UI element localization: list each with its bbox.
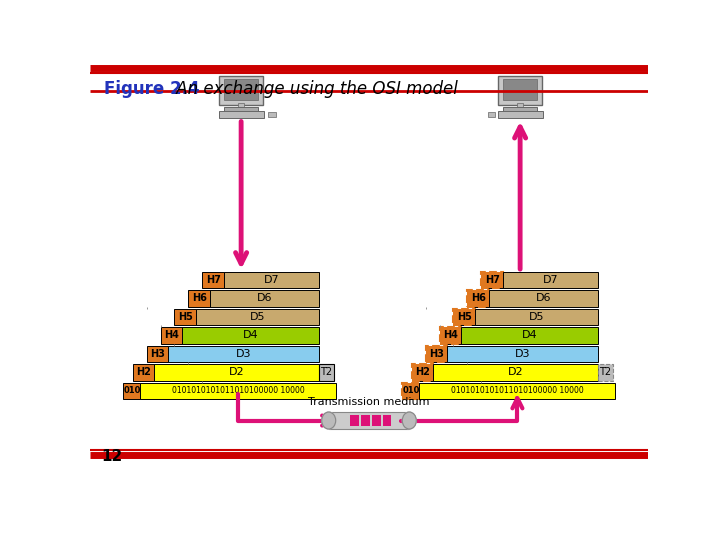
FancyBboxPatch shape xyxy=(419,383,616,399)
FancyBboxPatch shape xyxy=(489,291,598,307)
FancyBboxPatch shape xyxy=(329,412,409,429)
FancyBboxPatch shape xyxy=(447,346,598,362)
Text: 010: 010 xyxy=(402,387,420,395)
Ellipse shape xyxy=(322,412,336,429)
Text: D2: D2 xyxy=(508,367,523,377)
FancyBboxPatch shape xyxy=(503,107,537,112)
FancyBboxPatch shape xyxy=(238,103,244,108)
Text: H3: H3 xyxy=(150,349,165,359)
FancyBboxPatch shape xyxy=(498,111,544,118)
FancyBboxPatch shape xyxy=(517,103,523,108)
Text: An exchange using the OSI model: An exchange using the OSI model xyxy=(171,80,457,98)
FancyBboxPatch shape xyxy=(462,327,598,343)
FancyBboxPatch shape xyxy=(498,76,542,105)
Text: Figure 2.4: Figure 2.4 xyxy=(104,80,199,98)
Text: D3: D3 xyxy=(515,349,530,359)
FancyBboxPatch shape xyxy=(426,346,447,362)
FancyBboxPatch shape xyxy=(475,309,598,325)
Text: H6: H6 xyxy=(192,294,207,303)
FancyBboxPatch shape xyxy=(454,309,475,325)
FancyBboxPatch shape xyxy=(467,291,489,307)
FancyBboxPatch shape xyxy=(383,415,392,426)
Text: H7: H7 xyxy=(206,275,220,285)
Text: 0101010101011010100000 10000: 0101010101011010100000 10000 xyxy=(172,387,305,395)
Text: T2: T2 xyxy=(599,367,611,377)
FancyBboxPatch shape xyxy=(123,383,140,399)
FancyBboxPatch shape xyxy=(412,364,433,381)
FancyBboxPatch shape xyxy=(487,112,495,117)
Text: D6: D6 xyxy=(256,294,272,303)
Text: H4: H4 xyxy=(443,330,458,340)
FancyBboxPatch shape xyxy=(454,309,475,325)
FancyBboxPatch shape xyxy=(154,364,319,381)
FancyBboxPatch shape xyxy=(140,383,336,399)
Text: T2: T2 xyxy=(320,367,333,377)
FancyBboxPatch shape xyxy=(132,364,154,381)
FancyBboxPatch shape xyxy=(174,309,196,325)
Text: D4: D4 xyxy=(521,330,537,340)
Text: H5: H5 xyxy=(178,312,193,322)
FancyBboxPatch shape xyxy=(147,346,168,362)
FancyBboxPatch shape xyxy=(220,76,263,105)
FancyBboxPatch shape xyxy=(168,346,319,362)
Text: H6: H6 xyxy=(471,294,486,303)
Text: D4: D4 xyxy=(243,330,258,340)
FancyBboxPatch shape xyxy=(182,327,319,343)
FancyBboxPatch shape xyxy=(503,272,598,288)
FancyBboxPatch shape xyxy=(482,272,503,288)
Text: D7: D7 xyxy=(543,275,558,285)
FancyBboxPatch shape xyxy=(224,107,258,112)
FancyBboxPatch shape xyxy=(224,272,319,288)
FancyBboxPatch shape xyxy=(196,309,319,325)
Text: H2: H2 xyxy=(136,367,151,377)
FancyBboxPatch shape xyxy=(467,291,489,307)
Text: D7: D7 xyxy=(264,275,279,285)
Text: D2: D2 xyxy=(229,367,244,377)
FancyBboxPatch shape xyxy=(189,291,210,307)
FancyBboxPatch shape xyxy=(412,364,433,381)
Text: H4: H4 xyxy=(164,330,179,340)
FancyBboxPatch shape xyxy=(598,364,613,381)
Text: D5: D5 xyxy=(528,312,544,322)
Text: H7: H7 xyxy=(485,275,500,285)
Text: H2: H2 xyxy=(415,367,430,377)
Text: H5: H5 xyxy=(457,312,472,322)
FancyBboxPatch shape xyxy=(433,364,598,381)
FancyBboxPatch shape xyxy=(220,111,264,118)
Text: H3: H3 xyxy=(429,349,444,359)
FancyBboxPatch shape xyxy=(439,327,462,343)
Text: Transmission medium: Transmission medium xyxy=(308,397,430,407)
FancyBboxPatch shape xyxy=(439,327,462,343)
Text: D5: D5 xyxy=(250,312,265,322)
FancyBboxPatch shape xyxy=(319,364,334,381)
FancyBboxPatch shape xyxy=(351,415,359,426)
Text: D6: D6 xyxy=(536,294,551,303)
Text: D3: D3 xyxy=(235,349,251,359)
Text: 0101010101011010100000 10000: 0101010101011010100000 10000 xyxy=(451,387,584,395)
Text: 12: 12 xyxy=(101,449,122,464)
FancyBboxPatch shape xyxy=(269,112,276,117)
FancyBboxPatch shape xyxy=(361,415,370,426)
FancyBboxPatch shape xyxy=(224,79,258,100)
FancyBboxPatch shape xyxy=(503,79,537,100)
FancyBboxPatch shape xyxy=(402,383,419,399)
FancyBboxPatch shape xyxy=(426,346,447,362)
Ellipse shape xyxy=(402,412,416,429)
FancyBboxPatch shape xyxy=(372,415,381,426)
Text: 010: 010 xyxy=(123,387,140,395)
FancyBboxPatch shape xyxy=(402,383,419,399)
FancyBboxPatch shape xyxy=(202,272,224,288)
FancyBboxPatch shape xyxy=(161,327,182,343)
FancyBboxPatch shape xyxy=(210,291,319,307)
FancyBboxPatch shape xyxy=(482,272,503,288)
